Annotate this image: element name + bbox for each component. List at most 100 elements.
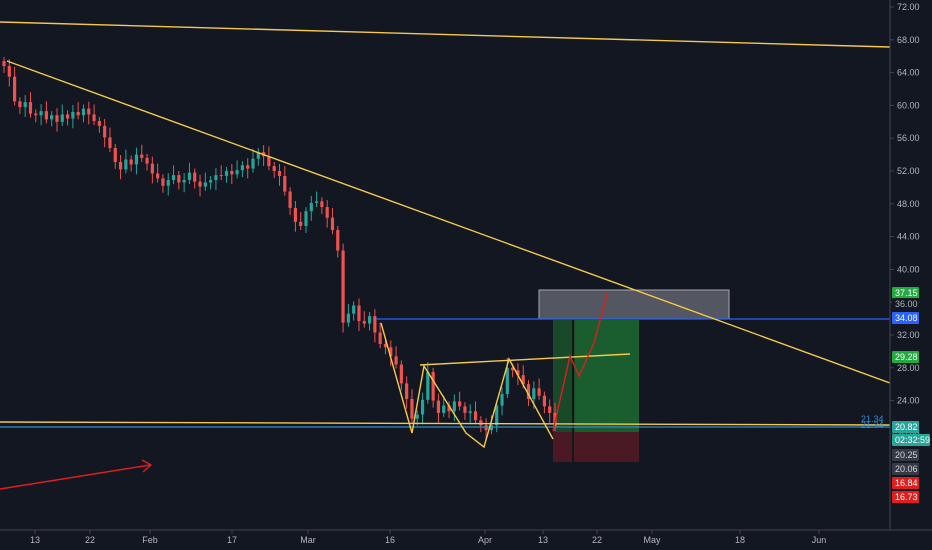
candle-body — [28, 102, 33, 114]
price-badge-label: 02:32:59 — [895, 435, 930, 445]
candle-body — [23, 102, 27, 108]
price-badge-label: 20.25 — [895, 450, 918, 460]
candle-body — [267, 156, 271, 167]
candle-body — [532, 388, 536, 399]
top-trendline[interactable] — [0, 21, 891, 48]
candle-body — [336, 230, 340, 251]
candle-body — [60, 114, 64, 122]
candle-body — [283, 175, 287, 192]
candle-body — [145, 157, 149, 164]
time-tick-label: May — [643, 535, 661, 545]
candle-body — [87, 108, 91, 115]
time-tick-label: Jun — [812, 535, 827, 545]
candle-body — [288, 191, 292, 208]
candle-body — [156, 173, 160, 179]
candle-body — [526, 384, 531, 399]
time-tick-label: 16 — [385, 535, 395, 545]
time-axis[interactable]: 13 22 Feb 17 Mar 16 Apr 13 22 May 18 Jun — [30, 530, 826, 545]
supply-zone-box[interactable] — [538, 289, 730, 320]
candle-body — [484, 425, 488, 431]
candle-body — [182, 180, 186, 183]
price-badge — [892, 434, 930, 446]
candle-body — [521, 375, 525, 385]
candle-body — [65, 114, 70, 119]
time-tick-label: 13 — [538, 535, 548, 545]
candle-body — [410, 398, 414, 419]
candle-body — [362, 321, 366, 324]
candle-body — [219, 175, 223, 177]
time-tick-label: 18 — [735, 535, 745, 545]
candle-body — [166, 180, 170, 186]
candle-body — [325, 207, 329, 218]
candle-body — [129, 159, 133, 165]
candle-body — [378, 332, 382, 345]
price-badge-label: 29.28 — [895, 352, 918, 362]
price-tick-label: 28.00 — [897, 363, 920, 373]
direction-arrow-head — [141, 459, 153, 473]
candle-body — [511, 367, 515, 371]
candle-body — [71, 111, 75, 119]
candle-body — [479, 420, 483, 426]
price-tick-label: 20.00 — [897, 428, 920, 438]
price-tick-label: 48.00 — [897, 199, 920, 209]
candle-body — [177, 175, 181, 183]
candle-body — [458, 401, 462, 407]
candle-body — [118, 161, 123, 170]
price-badge-label: 20.06 — [895, 464, 918, 474]
price-badge — [892, 287, 919, 299]
candle-body — [415, 414, 419, 419]
candle-body — [314, 201, 319, 203]
candle-body — [426, 371, 430, 400]
price-axis[interactable]: 72.00 68.00 64.00 60.00 56.00 52.00 48.00 44.00… — [890, 2, 920, 438]
price-tick-label: 52.00 — [897, 166, 920, 176]
candle-body — [140, 154, 144, 158]
candle-body — [537, 388, 541, 396]
candle-body — [293, 207, 297, 222]
level-tag-label-2: 21.34 — [861, 420, 884, 430]
candle-body — [299, 221, 303, 226]
candle-body — [367, 316, 372, 324]
time-tick-label: Feb — [142, 535, 158, 545]
price-tick-label: 60.00 — [897, 100, 920, 110]
candle-body — [103, 125, 107, 138]
candle-body — [203, 182, 207, 187]
price-tick-label: 68.00 — [897, 35, 920, 45]
candle-body — [505, 367, 509, 395]
price-badge — [892, 477, 919, 489]
candle-body — [240, 165, 245, 171]
price-tick-label: 64.00 — [897, 68, 920, 78]
price-badge — [892, 421, 919, 433]
candle-body — [542, 395, 547, 407]
candle-body — [500, 394, 504, 406]
price-badge-label: 37.15 — [895, 288, 918, 298]
price-badge — [892, 491, 919, 503]
candle-body — [2, 61, 6, 67]
pattern-zigzag[interactable] — [380, 322, 554, 449]
candle-body — [171, 175, 176, 181]
price-badge-label: 34.08 — [895, 313, 918, 323]
candle-body — [383, 344, 388, 348]
projected-path-arrow[interactable] — [552, 290, 609, 432]
candle-body — [341, 250, 345, 323]
candle-body — [230, 171, 234, 175]
support-trendline[interactable] — [0, 421, 891, 426]
descending-trendline[interactable] — [6, 60, 891, 384]
price-tick-label: 44.00 — [897, 232, 920, 242]
price-badge-label: 20.82 — [895, 422, 918, 432]
candle-body — [214, 175, 218, 181]
price-badge — [892, 351, 919, 363]
stop-loss-zone[interactable] — [553, 432, 639, 462]
candle-body — [113, 148, 117, 162]
candle-body — [97, 120, 101, 126]
candle-body — [489, 425, 494, 431]
price-badge-label: 36.00 — [895, 299, 918, 309]
candle-body — [447, 405, 451, 412]
target-profit-zone-inner — [575, 320, 639, 432]
candle-body — [256, 152, 260, 159]
price-badge — [892, 463, 919, 475]
candle-body — [373, 316, 377, 333]
direction-arrow[interactable] — [0, 464, 151, 490]
candle-body — [394, 356, 398, 365]
pattern-neckline[interactable] — [419, 353, 631, 366]
